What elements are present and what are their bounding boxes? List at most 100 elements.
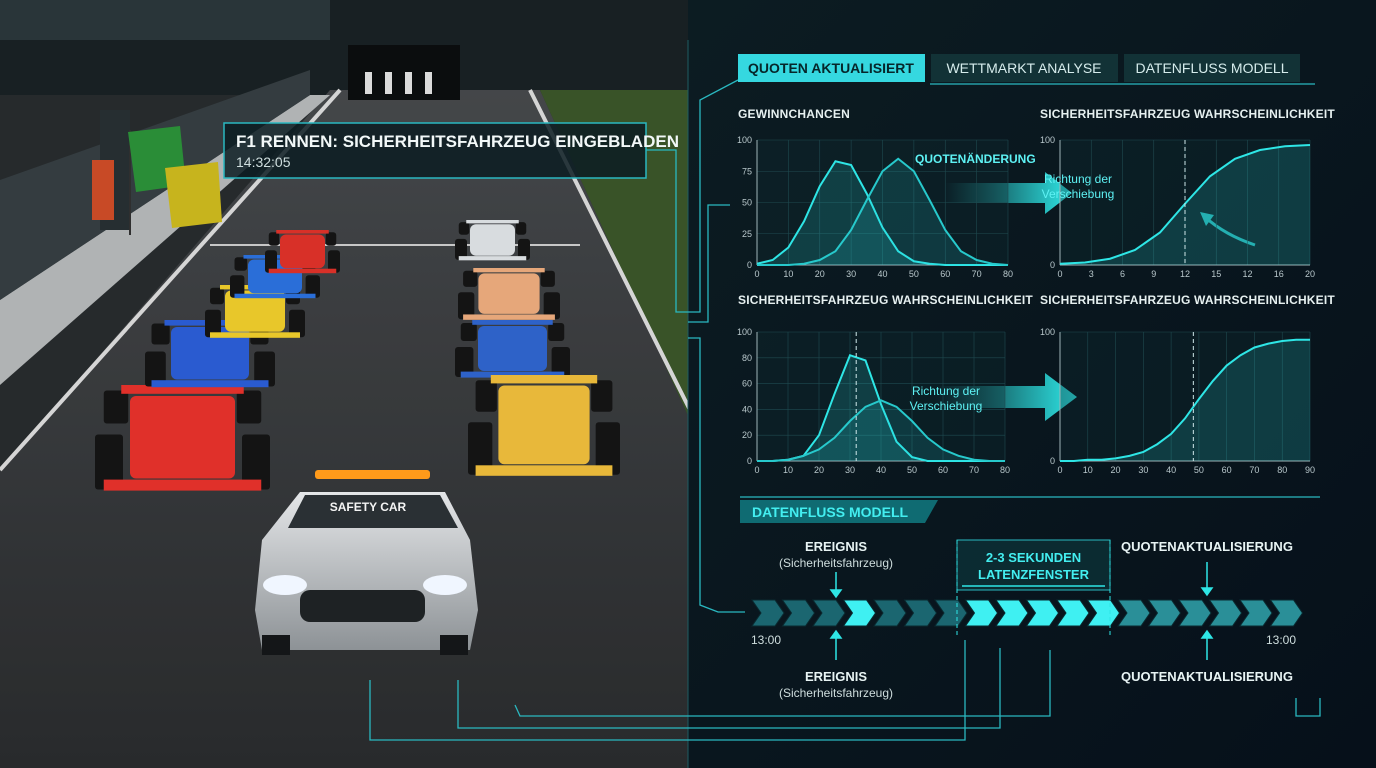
x-tick-label: 20 <box>1111 465 1121 475</box>
car-wing <box>121 385 244 394</box>
race-photo <box>0 0 692 768</box>
event-sub: (Sicherheitsfahrzeug) <box>779 686 893 700</box>
x-tick-label: 6 <box>1120 269 1125 279</box>
connectors <box>369 79 1321 741</box>
car-wheel <box>475 380 497 412</box>
chevron <box>873 599 907 627</box>
flow-title: DATENFLUSS MODELL <box>752 504 909 520</box>
chart-title: GEWINNCHANCEN <box>738 107 850 121</box>
series-area <box>1060 339 1310 461</box>
car-wheel <box>236 390 262 424</box>
car-wheel <box>242 434 270 490</box>
y-tick-label: 0 <box>747 456 752 466</box>
y-tick-label: 50 <box>742 198 752 208</box>
car-wheel <box>540 270 555 287</box>
right-panel <box>688 0 1376 768</box>
x-tick-label: 3 <box>1089 269 1094 279</box>
car-wheel <box>95 434 123 490</box>
car-wheel <box>103 390 129 424</box>
series-line <box>1060 338 1310 462</box>
x-tick-label: 50 <box>909 269 919 279</box>
car-wheel <box>463 270 478 287</box>
x-tick-label: 70 <box>969 465 979 475</box>
safety-car-label: SAFETY CAR <box>330 500 407 514</box>
chevron <box>934 599 968 627</box>
x-tick-label: 12 <box>1242 269 1252 279</box>
car-body <box>478 273 540 314</box>
shift-arrow <box>945 172 1072 214</box>
chevron <box>1239 599 1273 627</box>
car-wing <box>268 268 337 274</box>
x-tick-label: 40 <box>1166 465 1176 475</box>
car-wing <box>276 230 329 234</box>
start-time: 13:00 <box>751 633 781 647</box>
car-wheel <box>268 232 280 246</box>
y-tick-label: 80 <box>742 353 752 363</box>
car-wing <box>466 220 519 224</box>
chevron <box>1178 599 1212 627</box>
y-tick-label: 100 <box>737 135 752 145</box>
chart-title: SICHERHEITSFAHRZEUG WAHRSCHEINLICHKEIT <box>738 293 1033 307</box>
car-body <box>280 234 325 269</box>
car-wing <box>472 320 553 325</box>
chevron <box>995 599 1029 627</box>
car-wheel <box>234 257 248 271</box>
series-line <box>756 160 1008 266</box>
chevron <box>812 599 846 627</box>
car-body <box>478 326 547 371</box>
car-wheel <box>210 287 224 305</box>
shift-arrow <box>935 373 1077 421</box>
y-tick-label: 100 <box>737 327 752 337</box>
header-time: 14:32:05 <box>236 154 291 170</box>
chevron <box>1117 599 1151 627</box>
tab-label[interactable]: QUOTEN AKTUALISIERT <box>748 60 914 76</box>
tab-label[interactable]: DATENFLUSS MODELL <box>1136 60 1289 76</box>
tab[interactable] <box>1124 54 1300 82</box>
x-tick-label: 0 <box>754 465 759 475</box>
x-tick-label: 0 <box>754 269 759 279</box>
car-wheel <box>458 222 470 235</box>
series-area <box>757 355 1005 461</box>
x-tick-label: 70 <box>972 269 982 279</box>
car-wheel <box>515 222 527 235</box>
annotation: Richtung der Verschiebung <box>909 384 983 413</box>
y-tick-label: 0 <box>1050 260 1055 270</box>
y-tick-label: 40 <box>742 404 752 414</box>
x-tick-label: 60 <box>940 269 950 279</box>
car-wheel <box>265 250 277 273</box>
x-tick-label: 40 <box>877 269 887 279</box>
event-label: EREIGNIS <box>805 669 867 684</box>
tab[interactable] <box>738 54 925 82</box>
car-wheel <box>551 347 570 377</box>
car-wheel <box>205 309 221 338</box>
flow-tab <box>740 500 938 523</box>
tab[interactable] <box>931 54 1118 82</box>
end-time: 13:00 <box>1266 633 1296 647</box>
series-line <box>757 399 1005 462</box>
event-sub: (Sicherheitsfahrzeug) <box>779 556 893 570</box>
annotation: QUOTENÄNDERUNG <box>915 152 1036 166</box>
car-wheel <box>305 275 320 298</box>
x-tick-label: 30 <box>1138 465 1148 475</box>
car-wheel <box>543 292 560 320</box>
curve-arrow-head <box>1200 212 1214 226</box>
car-wheel <box>230 275 245 298</box>
chevron <box>751 599 785 627</box>
chevron <box>964 599 999 627</box>
x-tick-label: 40 <box>876 465 886 475</box>
update-label: QUOTENAKTUALISIERUNG <box>1121 669 1293 684</box>
y-tick-label: 20 <box>742 430 752 440</box>
car-wing <box>463 314 555 320</box>
x-tick-label: 0 <box>1057 465 1062 475</box>
annotation: Richtung der Verschiebung <box>1041 172 1115 201</box>
car-wing <box>103 479 262 491</box>
header-title: F1 RENNEN: SICHERHEITSFAHRZEUG EINGEBLAD… <box>236 132 679 151</box>
y-tick-label: 0 <box>1050 456 1055 466</box>
tab-label[interactable]: WETTMARKT ANALYSE <box>946 60 1101 76</box>
x-tick-label: 10 <box>1083 465 1093 475</box>
car-wheel <box>325 232 337 246</box>
series-line <box>757 157 1009 266</box>
car-wheel <box>151 323 170 345</box>
